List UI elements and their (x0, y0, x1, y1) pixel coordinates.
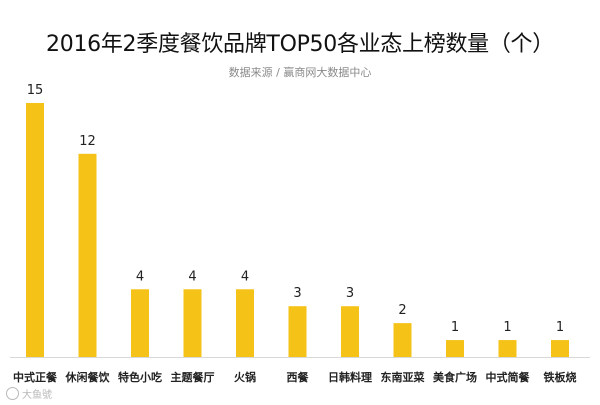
category-label: 铁板烧 (544, 370, 577, 384)
watermark-text: 大鱼號 (22, 390, 52, 401)
category-label: 西餐 (287, 370, 310, 384)
value-label: 4 (241, 269, 249, 284)
bar-7 (341, 306, 359, 357)
category-label: 东南亚菜 (381, 370, 426, 384)
value-label: 4 (136, 269, 144, 284)
value-label: 3 (293, 286, 301, 301)
value-label: 4 (188, 269, 196, 284)
value-label: 3 (346, 286, 354, 301)
bar-11 (551, 340, 569, 357)
category-label: 日韩料理 (328, 370, 372, 384)
category-label: 火锅 (234, 370, 256, 384)
bar-4 (183, 289, 202, 357)
watermark-logo-icon (6, 387, 19, 400)
chart-subtitle: 数据来源 / 赢商网大数据中心 (228, 66, 372, 79)
value-label: 1 (556, 320, 564, 335)
category-label: 特色小吃 (118, 370, 162, 384)
bar-9 (446, 340, 464, 357)
category-label: 休闲餐饮 (65, 370, 111, 384)
bar-6 (288, 306, 307, 357)
bar-3 (131, 289, 149, 357)
watermark: 大鱼號 (6, 386, 52, 401)
category-label: 美食广场 (433, 370, 477, 384)
category-label: 中式正餐 (13, 370, 58, 384)
chart-title: 2016年2季度餐饮品牌TOP50各业态上榜数量（个） (46, 32, 554, 57)
bar-10 (498, 340, 517, 357)
value-label: 15 (27, 83, 44, 98)
bar-2 (78, 153, 97, 357)
category-label: 主题餐厅 (171, 370, 215, 384)
value-label: 2 (398, 303, 406, 318)
bar-5 (236, 289, 254, 357)
category-label: 中式简餐 (486, 370, 531, 384)
bar-1 (26, 103, 44, 357)
bar-8 (393, 323, 412, 357)
value-label: 1 (503, 320, 511, 335)
value-label: 12 (79, 134, 96, 149)
value-label: 1 (451, 320, 459, 335)
